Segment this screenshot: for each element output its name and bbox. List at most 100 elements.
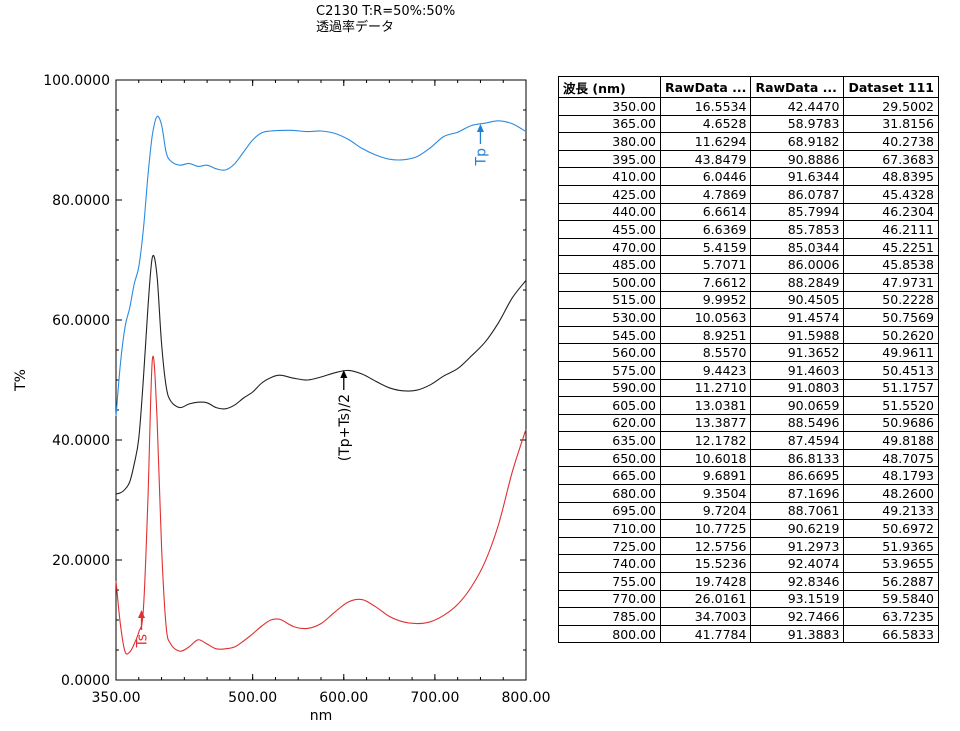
- table-cell[interactable]: 13.3877: [659, 413, 752, 433]
- table-cell[interactable]: 605.00: [558, 396, 661, 415]
- table-cell[interactable]: 740.00: [558, 554, 661, 574]
- table-cell[interactable]: 6.6614: [659, 202, 752, 222]
- column-header[interactable]: RawData ...: [659, 76, 752, 98]
- table-cell[interactable]: 725.00: [558, 536, 661, 556]
- table-cell[interactable]: 515.00: [558, 290, 661, 310]
- table-cell[interactable]: 5.7071: [659, 255, 752, 274]
- table-cell[interactable]: 91.4574: [750, 308, 845, 327]
- table-cell[interactable]: 50.4513: [843, 360, 939, 380]
- table-cell[interactable]: 695.00: [558, 501, 661, 521]
- table-cell[interactable]: 88.2849: [750, 272, 845, 292]
- table-cell[interactable]: 91.2973: [750, 536, 845, 556]
- table-cell[interactable]: 66.5833: [843, 624, 939, 644]
- table-cell[interactable]: 45.4328: [843, 184, 939, 204]
- table-cell[interactable]: 650.00: [558, 448, 661, 468]
- table-cell[interactable]: 50.6972: [843, 519, 939, 538]
- table-cell[interactable]: 45.8538: [843, 255, 939, 274]
- table-cell[interactable]: 545.00: [558, 325, 661, 345]
- table-cell[interactable]: 88.7061: [750, 501, 845, 521]
- table-cell[interactable]: 93.1519: [750, 589, 845, 609]
- table-cell[interactable]: 91.6344: [750, 167, 845, 186]
- table-cell[interactable]: 485.00: [558, 255, 661, 274]
- table-cell[interactable]: 58.9783: [750, 114, 845, 134]
- table-cell[interactable]: 4.7869: [659, 184, 752, 204]
- table-cell[interactable]: 6.0446: [659, 167, 752, 186]
- table-cell[interactable]: 91.4603: [750, 360, 845, 380]
- table-cell[interactable]: 500.00: [558, 272, 661, 292]
- table-cell[interactable]: 85.7994: [750, 202, 845, 222]
- table-cell[interactable]: 440.00: [558, 202, 661, 222]
- table-cell[interactable]: 86.8133: [750, 448, 845, 468]
- table-cell[interactable]: 85.7853: [750, 220, 845, 239]
- table-cell[interactable]: 9.3504: [659, 484, 752, 503]
- table-cell[interactable]: 9.6891: [659, 466, 752, 486]
- table-cell[interactable]: 90.8886: [750, 149, 845, 169]
- table-cell[interactable]: 87.1696: [750, 484, 845, 503]
- table-cell[interactable]: 91.3652: [750, 343, 845, 362]
- table-cell[interactable]: 91.3883: [750, 624, 845, 644]
- table-cell[interactable]: 575.00: [558, 360, 661, 380]
- table-cell[interactable]: 16.5534: [659, 97, 752, 116]
- table-cell[interactable]: 41.7784: [659, 624, 752, 644]
- table-cell[interactable]: 51.5520: [843, 396, 939, 415]
- table-cell[interactable]: 12.1782: [659, 431, 752, 450]
- table-cell[interactable]: 785.00: [558, 607, 661, 626]
- table-cell[interactable]: 5.4159: [659, 237, 752, 257]
- table-cell[interactable]: 86.0006: [750, 255, 845, 274]
- table-cell[interactable]: 68.9182: [750, 132, 845, 151]
- table-cell[interactable]: 91.5988: [750, 325, 845, 345]
- table-cell[interactable]: 9.9952: [659, 290, 752, 310]
- table-cell[interactable]: 10.0563: [659, 308, 752, 327]
- table-cell[interactable]: 15.5236: [659, 554, 752, 574]
- table-cell[interactable]: 53.9655: [843, 554, 939, 574]
- table-cell[interactable]: 49.9611: [843, 343, 939, 362]
- table-cell[interactable]: 6.6369: [659, 220, 752, 239]
- table-cell[interactable]: 12.5756: [659, 536, 752, 556]
- table-cell[interactable]: 51.9365: [843, 536, 939, 556]
- table-cell[interactable]: 67.3683: [843, 149, 939, 169]
- table-cell[interactable]: 56.2887: [843, 572, 939, 591]
- table-cell[interactable]: 10.6018: [659, 448, 752, 468]
- table-cell[interactable]: 50.2620: [843, 325, 939, 345]
- table-cell[interactable]: 47.9731: [843, 272, 939, 292]
- table-cell[interactable]: 92.7466: [750, 607, 845, 626]
- table-cell[interactable]: 620.00: [558, 413, 661, 433]
- table-cell[interactable]: 755.00: [558, 572, 661, 591]
- table-cell[interactable]: 91.0803: [750, 378, 845, 398]
- table-cell[interactable]: 665.00: [558, 466, 661, 486]
- table-cell[interactable]: 710.00: [558, 519, 661, 538]
- table-cell[interactable]: 800.00: [558, 624, 661, 644]
- table-cell[interactable]: 455.00: [558, 220, 661, 239]
- table-cell[interactable]: 48.2600: [843, 484, 939, 503]
- table-cell[interactable]: 350.00: [558, 97, 661, 116]
- table-cell[interactable]: 8.5570: [659, 343, 752, 362]
- table-cell[interactable]: 11.6294: [659, 132, 752, 151]
- table-cell[interactable]: 48.7075: [843, 448, 939, 468]
- table-cell[interactable]: 90.4505: [750, 290, 845, 310]
- column-header[interactable]: Dataset 111: [843, 76, 939, 98]
- table-cell[interactable]: 34.7003: [659, 607, 752, 626]
- table-cell[interactable]: 86.0787: [750, 184, 845, 204]
- table-cell[interactable]: 31.8156: [843, 114, 939, 134]
- table-cell[interactable]: 395.00: [558, 149, 661, 169]
- table-cell[interactable]: 11.2710: [659, 378, 752, 398]
- table-cell[interactable]: 42.4470: [750, 97, 845, 116]
- table-cell[interactable]: 51.1757: [843, 378, 939, 398]
- table-cell[interactable]: 63.7235: [843, 607, 939, 626]
- table-cell[interactable]: 9.4423: [659, 360, 752, 380]
- table-cell[interactable]: 635.00: [558, 431, 661, 450]
- table-cell[interactable]: 29.5002: [843, 97, 939, 116]
- table-cell[interactable]: 50.9686: [843, 413, 939, 433]
- table-cell[interactable]: 590.00: [558, 378, 661, 398]
- table-cell[interactable]: 48.8395: [843, 167, 939, 186]
- table-cell[interactable]: 10.7725: [659, 519, 752, 538]
- table-cell[interactable]: 4.6528: [659, 114, 752, 134]
- table-cell[interactable]: 92.4074: [750, 554, 845, 574]
- table-cell[interactable]: 7.6612: [659, 272, 752, 292]
- table-cell[interactable]: 13.0381: [659, 396, 752, 415]
- table-cell[interactable]: 19.7428: [659, 572, 752, 591]
- table-cell[interactable]: 45.2251: [843, 237, 939, 257]
- table-cell[interactable]: 90.6219: [750, 519, 845, 538]
- table-cell[interactable]: 49.2133: [843, 501, 939, 521]
- table-cell[interactable]: 770.00: [558, 589, 661, 609]
